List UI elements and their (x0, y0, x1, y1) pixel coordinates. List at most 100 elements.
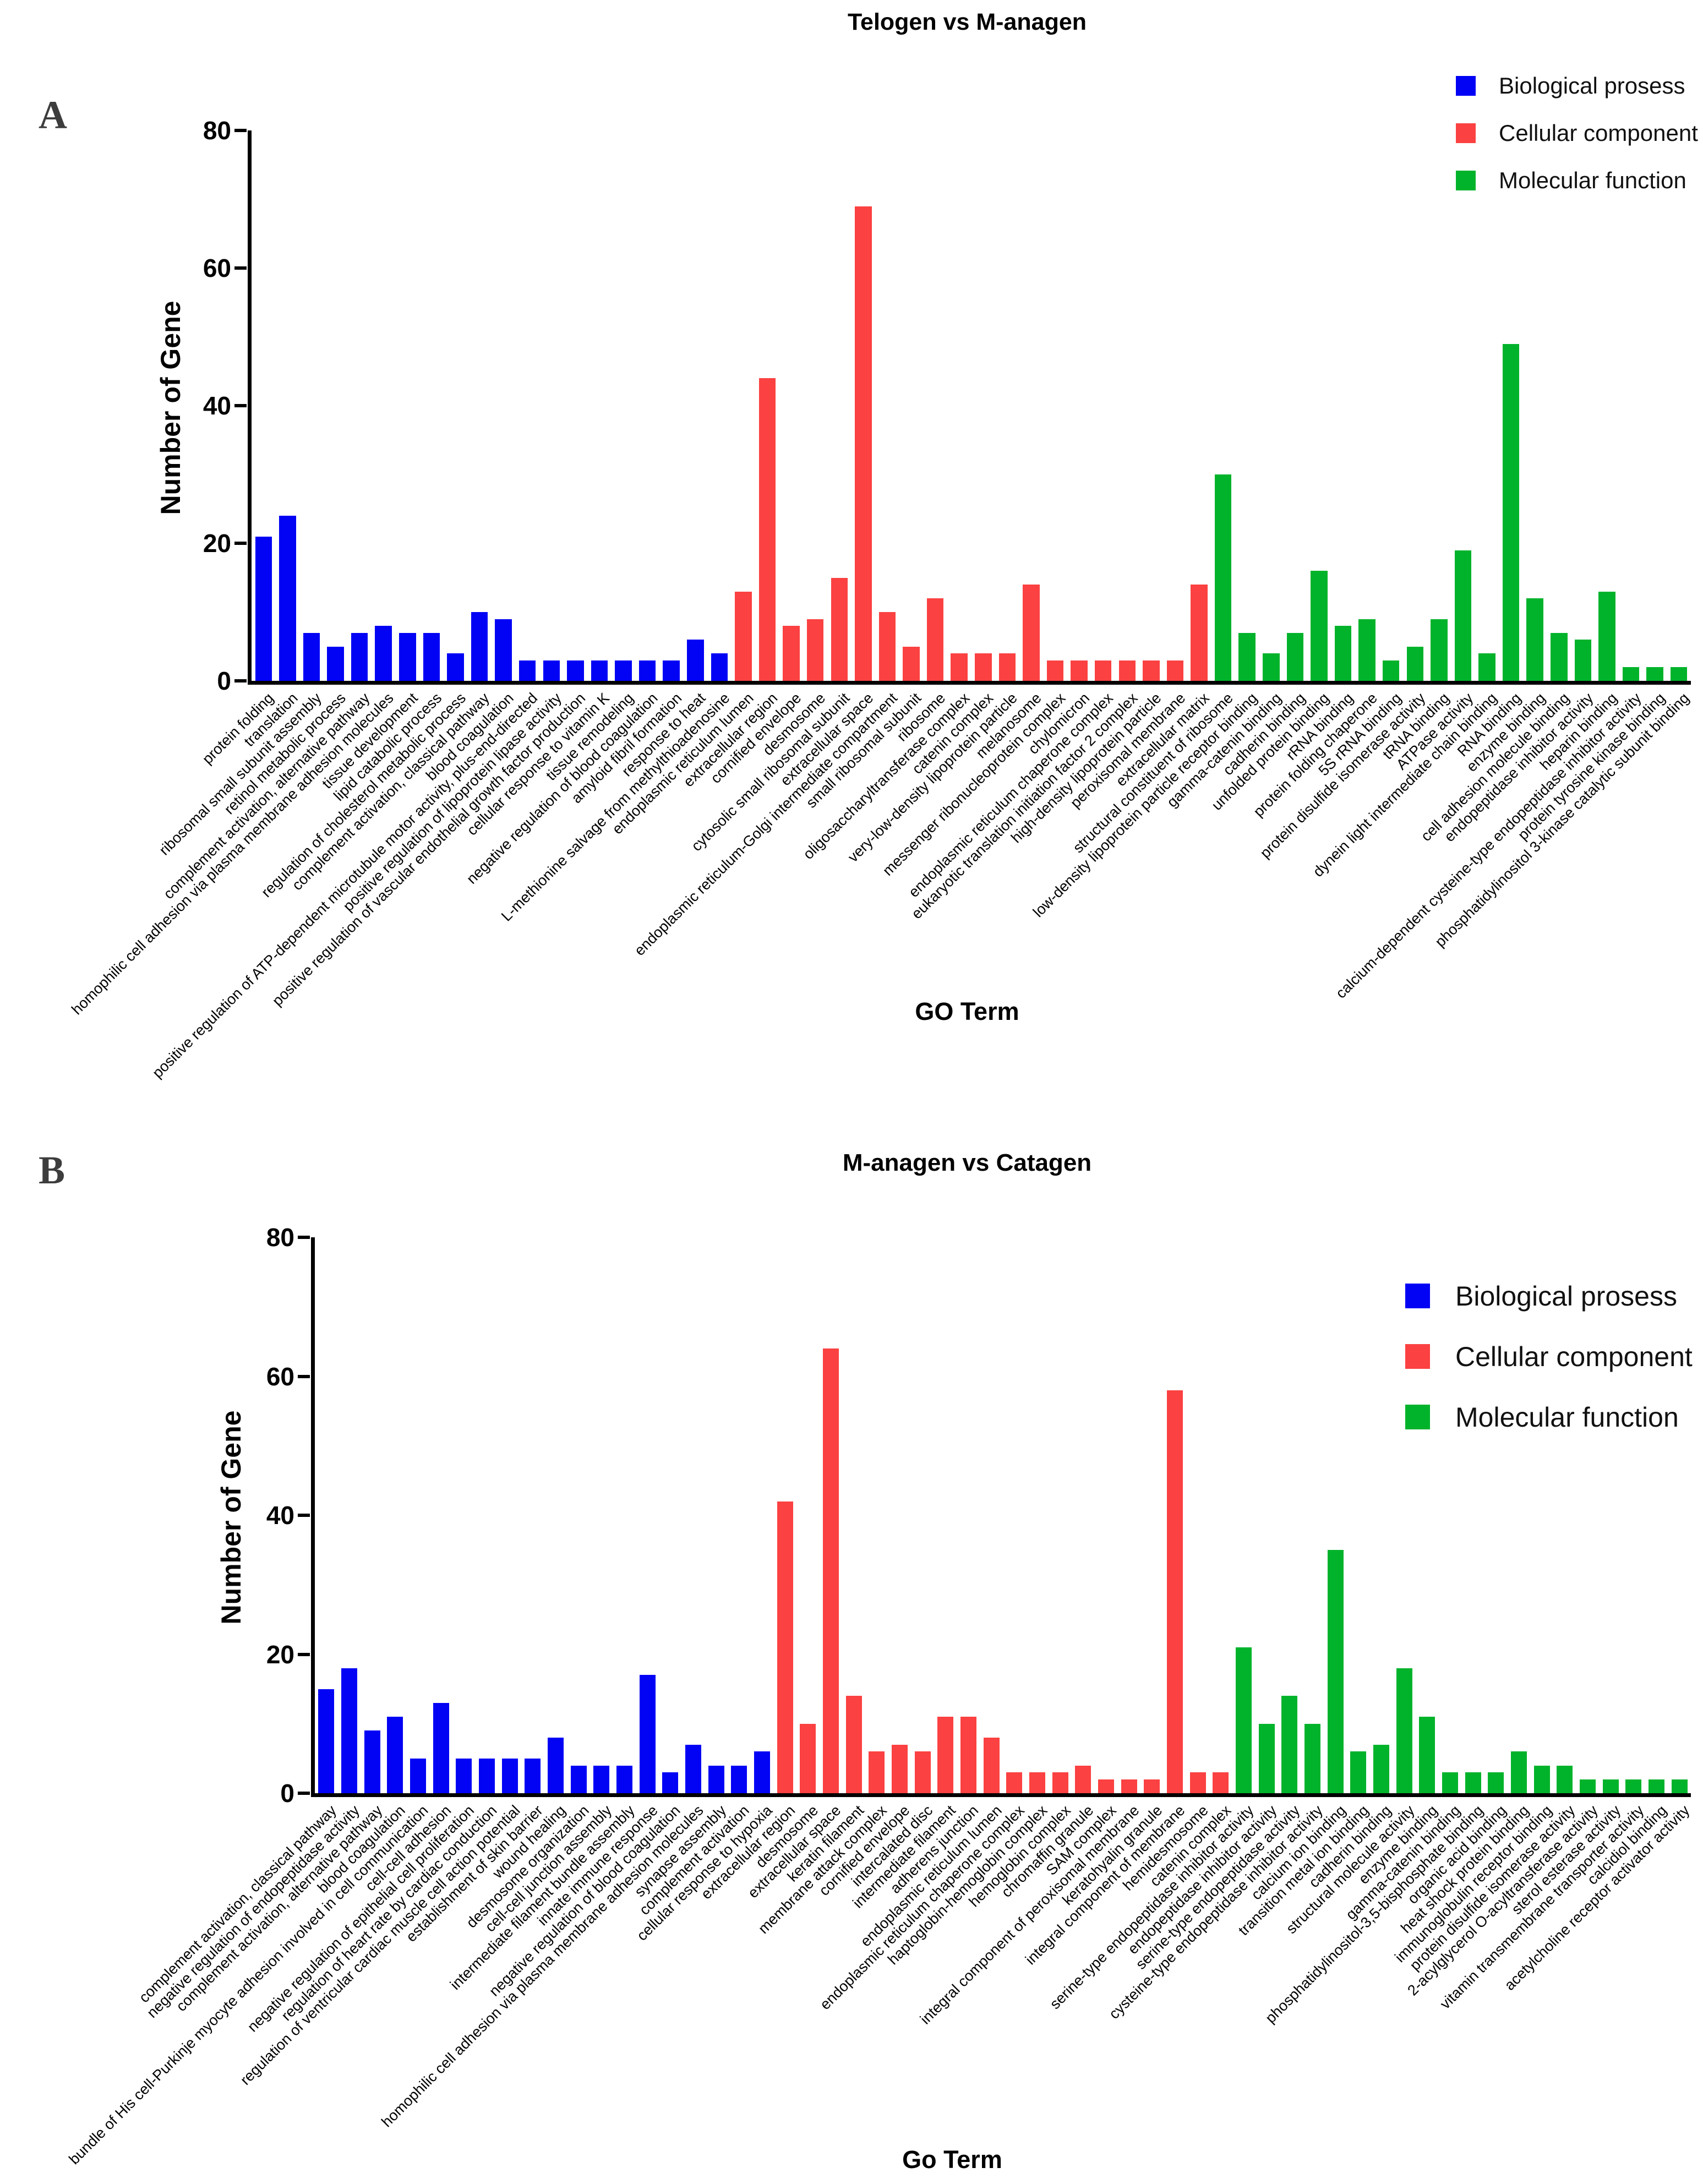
y-tick-mark (234, 542, 247, 545)
bar (1358, 619, 1376, 681)
legend-item: Cellular component (1456, 120, 1698, 146)
bar (663, 660, 680, 681)
bar (447, 653, 464, 681)
bar (303, 632, 320, 681)
bar (711, 653, 728, 681)
bar (1526, 598, 1543, 681)
bar (638, 660, 656, 681)
bar (754, 1751, 771, 1793)
y-tick-label: 80 (266, 1223, 294, 1252)
bar (1396, 1668, 1412, 1793)
bar (351, 632, 368, 681)
bar (1166, 1390, 1183, 1793)
y-tick-label: 60 (266, 1362, 294, 1391)
y-tick-label: 60 (203, 254, 231, 282)
bar (639, 1675, 656, 1793)
bar (1286, 632, 1304, 681)
legend-swatch-icon (1405, 1344, 1430, 1369)
bar (423, 632, 440, 681)
bar (1094, 660, 1112, 681)
y-tick-mark (298, 1792, 310, 1795)
bar (1304, 1723, 1321, 1793)
bar (822, 1348, 839, 1793)
plot-area (248, 130, 1691, 685)
bar (1478, 653, 1495, 681)
bar (1191, 585, 1208, 681)
legend-item: Cellular component (1405, 1341, 1693, 1372)
chart-title: M-anagen vs Catagen (842, 1149, 1092, 1176)
bar (1510, 1751, 1527, 1793)
bar (1350, 1751, 1367, 1793)
bar (1406, 646, 1424, 681)
bar (685, 1744, 702, 1793)
bar (1557, 1765, 1573, 1793)
bar (318, 1689, 335, 1793)
bar (375, 626, 392, 681)
bar (410, 1758, 427, 1793)
y-tick-label: 0 (217, 667, 231, 695)
bar (501, 1758, 518, 1793)
bar (1670, 667, 1688, 681)
y-tick-label: 40 (266, 1501, 294, 1530)
bar (327, 646, 344, 681)
y-tick-mark (234, 129, 247, 132)
y-tick-mark (234, 679, 247, 682)
bar (1625, 1779, 1642, 1793)
y-tick-label: 20 (266, 1640, 294, 1669)
bar (547, 1738, 564, 1793)
bar (735, 591, 752, 681)
bar (1598, 591, 1615, 681)
bar (983, 1738, 1000, 1793)
y-tick-mark (298, 1374, 310, 1378)
bar (1334, 626, 1352, 681)
bar (708, 1765, 724, 1793)
bar (1431, 619, 1448, 681)
bar (1189, 1772, 1206, 1793)
bar (1382, 660, 1400, 681)
bar (525, 1758, 541, 1793)
y-tick-label: 20 (203, 529, 231, 558)
bar (1263, 653, 1280, 681)
bar (543, 660, 560, 681)
bar (1281, 1696, 1298, 1793)
bar (1052, 1772, 1068, 1793)
bar (591, 660, 608, 681)
legend-label: Biological prosess (1455, 1280, 1677, 1312)
bar (1144, 1779, 1160, 1793)
bar (831, 577, 848, 681)
bar (998, 653, 1016, 681)
y-tick-mark (234, 266, 247, 270)
panel-a-letter: A (39, 93, 67, 137)
bar (1671, 1779, 1688, 1793)
bar (567, 660, 584, 681)
bar (960, 1717, 977, 1793)
bar (1533, 1765, 1550, 1793)
bar (1502, 343, 1520, 681)
bar (777, 1501, 793, 1793)
bar (1419, 1717, 1435, 1793)
y-tick-label: 80 (203, 116, 231, 145)
bar (1121, 1779, 1137, 1793)
bar (758, 378, 776, 681)
y-tick-mark (298, 1514, 310, 1517)
bar (518, 660, 536, 681)
bar (1118, 660, 1136, 681)
bar (975, 653, 992, 681)
bar (1488, 1772, 1504, 1793)
bar (783, 626, 800, 681)
bar (1327, 1550, 1344, 1793)
bar (806, 619, 824, 681)
bar (878, 612, 896, 681)
chart-title: Telogen vs M-anagen (847, 9, 1087, 35)
bar (1373, 1744, 1390, 1793)
bar (1075, 1765, 1091, 1793)
legend-label: Molecular function (1455, 1401, 1679, 1433)
legend-swatch-icon (1456, 171, 1476, 190)
bar (845, 1696, 862, 1793)
bar (341, 1668, 358, 1793)
bar (615, 660, 632, 681)
bar (1602, 1779, 1619, 1793)
bar (869, 1751, 885, 1793)
legend-swatch-icon (1456, 123, 1476, 143)
bar (800, 1723, 816, 1793)
